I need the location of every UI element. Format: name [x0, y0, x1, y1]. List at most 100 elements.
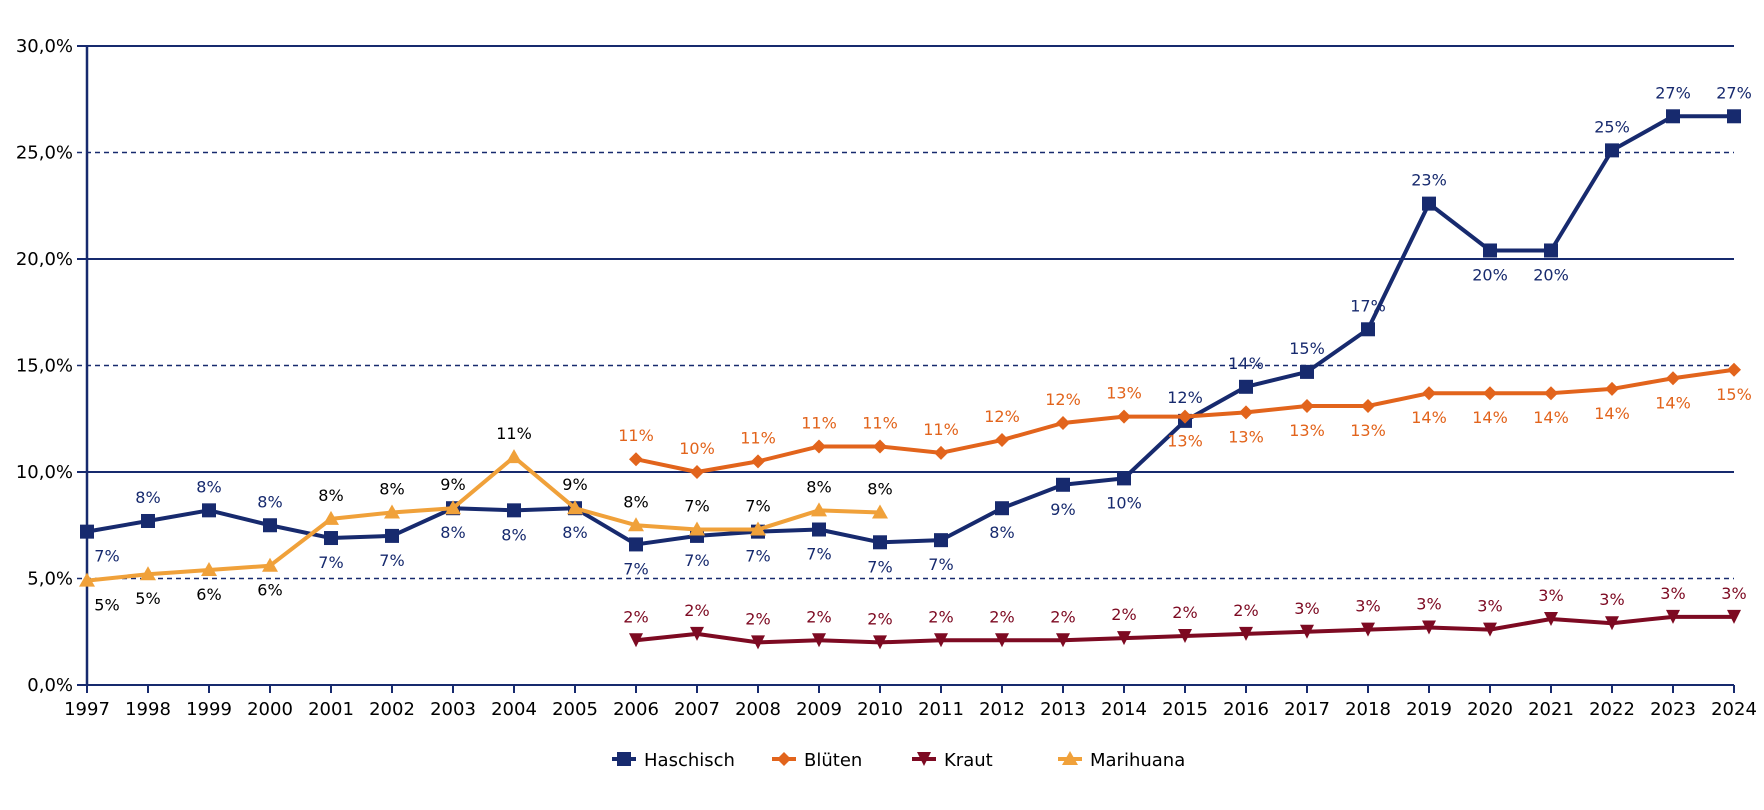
point-blueten — [751, 454, 765, 469]
data-label-marihuana: 8% — [379, 479, 404, 498]
data-label-blueten: 12% — [984, 407, 1020, 426]
data-label-marihuana: 9% — [440, 475, 465, 494]
point-kraut — [1056, 633, 1070, 648]
point-kraut — [1727, 609, 1741, 624]
point-haschisch — [934, 533, 948, 548]
data-label-marihuana: 7% — [684, 497, 709, 516]
y-axis: 0,0% 5,0% 10,0% 15,0% 20,0% 25,0% 30,0% — [16, 36, 89, 696]
x-tick-label: 2022 — [1589, 699, 1635, 720]
point-kraut — [812, 633, 826, 648]
line-haschisch — [86, 114, 1734, 547]
point-haschisch — [1056, 477, 1070, 492]
data-label-blueten: 12% — [1045, 390, 1081, 409]
point-kraut — [751, 635, 765, 650]
data-label-haschisch: 8% — [501, 525, 526, 544]
point-haschisch — [1605, 143, 1619, 158]
series-group — [79, 109, 1741, 650]
data-label-haschisch: 7% — [928, 555, 953, 574]
data-label-haschisch: 17% — [1350, 296, 1386, 315]
data-label-haschisch: 20% — [1472, 265, 1508, 284]
data-label-marihuana: 8% — [318, 486, 343, 505]
legend-item-haschisch: Haschisch — [612, 750, 735, 771]
data-label-marihuana: 5% — [135, 589, 160, 608]
x-tick-label: 2018 — [1345, 699, 1391, 720]
data-label-marihuana: 7% — [745, 497, 770, 516]
point-blueten — [1483, 386, 1497, 401]
point-marihuana — [506, 449, 522, 464]
data-label-kraut: 2% — [928, 607, 953, 626]
x-tick-label: 2016 — [1223, 699, 1269, 720]
point-blueten — [1239, 405, 1253, 420]
x-tick-label: 2023 — [1650, 699, 1696, 720]
data-label-kraut: 2% — [867, 609, 892, 628]
data-label-haschisch: 25% — [1594, 117, 1630, 136]
point-kraut — [1666, 609, 1680, 624]
data-label-haschisch: 8% — [196, 477, 221, 496]
x-tick-label: 1998 — [125, 699, 171, 720]
point-haschisch — [1361, 322, 1375, 337]
point-haschisch — [1666, 109, 1680, 124]
data-label-marihuana: 5% — [94, 596, 119, 615]
data-label-haschisch: 7% — [94, 547, 119, 566]
data-label-haschisch: 27% — [1655, 83, 1691, 102]
point-kraut — [1605, 616, 1619, 631]
y-tick-label: 10,0% — [16, 462, 73, 483]
point-blueten — [873, 439, 887, 454]
point-blueten — [1056, 416, 1070, 431]
legend-marker-kraut — [917, 752, 931, 766]
point-marihuana — [384, 504, 400, 519]
data-label-blueten: 11% — [801, 413, 837, 432]
point-haschisch — [995, 501, 1009, 516]
x-tick-label: 2000 — [247, 699, 293, 720]
series-blueten — [629, 362, 1741, 479]
point-blueten — [1666, 371, 1680, 386]
point-kraut — [1300, 624, 1314, 639]
point-haschisch — [873, 535, 887, 550]
point-kraut — [1361, 622, 1375, 637]
data-label-blueten: 14% — [1594, 404, 1630, 423]
x-tick-label: 2008 — [735, 699, 781, 720]
data-label-blueten: 11% — [740, 428, 776, 447]
data-label-blueten: 14% — [1472, 408, 1508, 427]
legend-marker-haschisch — [617, 752, 631, 766]
point-kraut — [1544, 611, 1558, 626]
point-haschisch — [1239, 379, 1253, 394]
data-label-kraut: 3% — [1355, 597, 1380, 616]
point-marihuana — [140, 566, 156, 581]
legend-label: Blüten — [804, 750, 862, 771]
x-axis: 1997 1998 1999 2000 2001 2002 2003 2004 2005 2006… — [64, 685, 1757, 720]
data-label-kraut: 2% — [1172, 603, 1197, 622]
data-label-haschisch: 23% — [1411, 171, 1447, 190]
x-tick-label: 1997 — [64, 699, 110, 720]
data-label-haschisch: 8% — [440, 523, 465, 542]
data-label-haschisch: 7% — [745, 547, 770, 566]
point-blueten — [629, 452, 643, 467]
data-label-kraut: 2% — [806, 607, 831, 626]
point-kraut — [1117, 631, 1131, 646]
data-label-marihuana: 6% — [257, 581, 282, 600]
x-tick-label: 2010 — [857, 699, 903, 720]
data-label-haschisch: 12% — [1167, 388, 1203, 407]
point-kraut — [995, 633, 1009, 648]
x-tick-label: 2009 — [796, 699, 842, 720]
point-blueten — [1117, 409, 1131, 424]
x-tick-label: 2017 — [1284, 699, 1330, 720]
point-blueten — [1361, 398, 1375, 413]
data-label-kraut: 2% — [989, 607, 1014, 626]
gridlines — [77, 45, 1734, 686]
data-label-marihuana: 6% — [196, 585, 221, 604]
data-label-haschisch: 27% — [1716, 83, 1752, 102]
data-label-blueten: 13% — [1350, 421, 1386, 440]
point-blueten — [812, 439, 826, 454]
data-label-haschisch: 7% — [623, 559, 648, 578]
data-label-blueten: 13% — [1167, 432, 1203, 451]
point-marihuana — [323, 510, 339, 525]
x-tick-label: 2006 — [613, 699, 659, 720]
data-label-kraut: 2% — [1111, 605, 1136, 624]
point-haschisch — [141, 513, 155, 528]
point-haschisch — [1544, 243, 1558, 258]
x-tick-label: 2005 — [552, 699, 598, 720]
point-blueten — [934, 445, 948, 460]
data-label-blueten: 13% — [1289, 421, 1325, 440]
